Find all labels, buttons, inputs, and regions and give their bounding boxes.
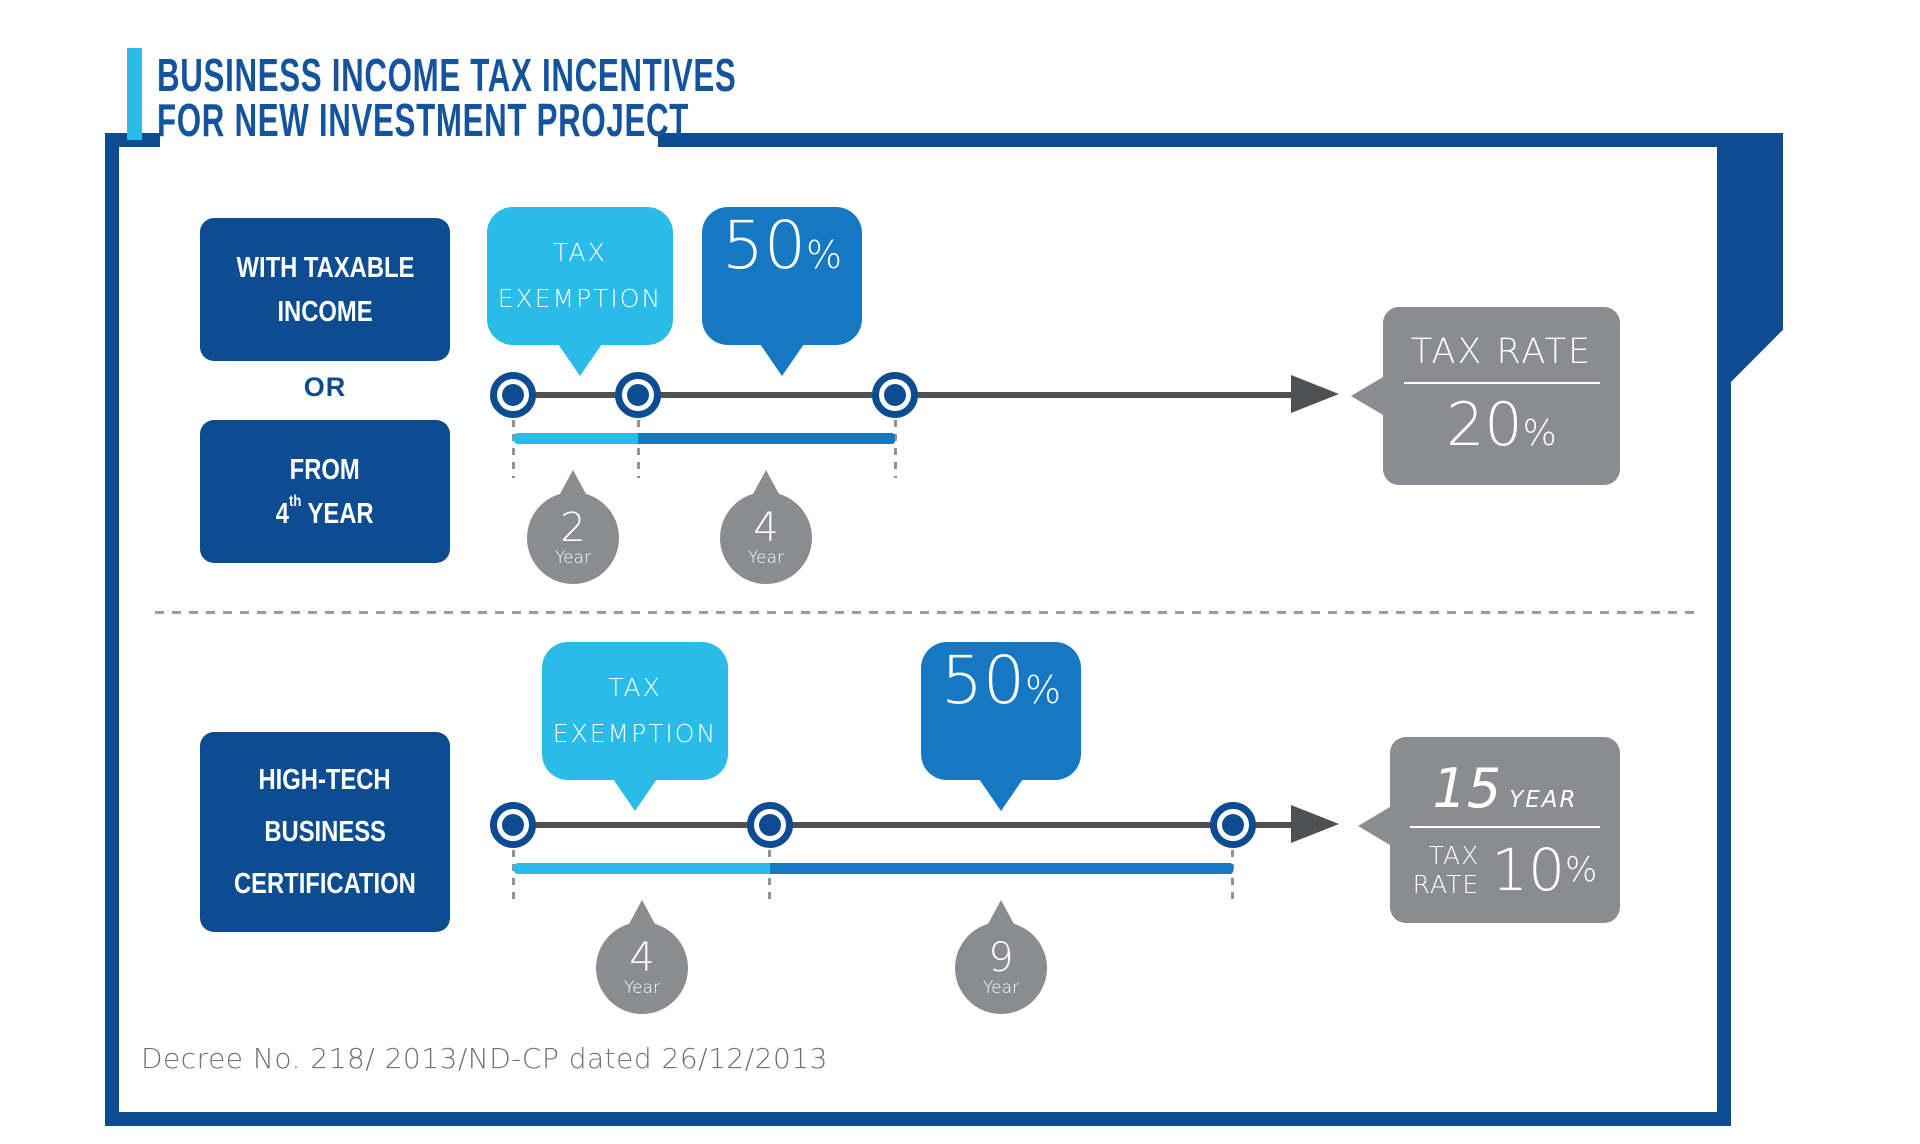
frame-corner-ribbon — [1731, 133, 1783, 382]
bubble-tail — [760, 344, 804, 376]
condition-box-high-tech: HIGH-TECH BUSINESS CERTIFICATION — [200, 732, 450, 932]
timeline-marker — [490, 802, 536, 848]
marker-dot — [502, 384, 524, 406]
source-footnote: Decree No. 218/ 2013/ND-CP dated 26/12/2… — [141, 1042, 828, 1075]
tax-exemption-bubble: TAX EXEMPTION — [487, 207, 673, 345]
page-title: BUSINESS INCOME TAX INCENTIVES FOR NEW I… — [157, 49, 1009, 146]
dashed-guide — [637, 420, 640, 478]
timeline-arrowhead — [1291, 375, 1339, 413]
marker-dot — [502, 814, 524, 836]
percent-sign: % — [805, 233, 843, 277]
frame-top-border — [658, 133, 1731, 147]
milestone-balloon: 9 Year — [955, 922, 1047, 1014]
milestone-unit: Year — [748, 548, 784, 568]
result-value: 20 — [1446, 390, 1523, 460]
milestone-unit: Year — [983, 978, 1019, 998]
timeline-marker — [872, 372, 918, 418]
condition-box-taxable-income: WITH TAXABLE INCOME — [200, 218, 450, 361]
milestone-balloon: 2 Year — [527, 492, 619, 584]
result-label: TAX RATE — [1410, 332, 1593, 372]
tax-rate-result-box: 15 YEAR TAX RATE 10 % — [1390, 737, 1620, 923]
bubble-text: EXEMPTION — [552, 719, 718, 748]
frame-left-border — [105, 133, 119, 1126]
title-line-1: BUSINESS INCOME TAX INCENTIVES — [157, 49, 737, 101]
milestone-value: 4 — [629, 935, 655, 981]
exemption-period-bar — [513, 433, 638, 444]
section-divider — [155, 611, 1700, 614]
balloon-tail — [753, 470, 779, 494]
marker-dot — [1222, 814, 1244, 836]
timeline-arrowhead — [1291, 805, 1339, 843]
result-divider — [1403, 382, 1600, 384]
fifty-percent-bubble: 50 % — [702, 207, 862, 345]
bubble-tail — [979, 779, 1023, 811]
percent-sign: % — [1024, 668, 1062, 712]
tax-exemption-bubble: TAX EXEMPTION — [542, 642, 728, 780]
percent-sign: % — [1565, 849, 1598, 890]
reduction-value: 50 — [940, 642, 1025, 719]
marker-dot — [884, 384, 906, 406]
condition-text: BUSINESS — [264, 816, 386, 848]
result-tail — [1351, 377, 1383, 415]
result-divider — [1410, 825, 1600, 828]
bubble-tail — [613, 779, 657, 811]
condition-text: 4th YEAR — [276, 492, 374, 530]
milestone-value: 2 — [560, 505, 586, 551]
frame-bottom-border — [105, 1112, 1731, 1126]
condition-box-from-4th-year: FROM 4th YEAR — [200, 420, 450, 563]
bubble-text: EXEMPTION — [497, 284, 663, 313]
marker-dot — [759, 814, 781, 836]
condition-text: HIGH-TECH — [258, 764, 392, 796]
tax-rate-result-box: TAX RATE 20 % — [1383, 307, 1620, 485]
exemption-period-bar — [513, 863, 770, 874]
bubble-tail — [558, 344, 602, 376]
dashed-guide — [1231, 850, 1234, 906]
timeline-marker — [747, 802, 793, 848]
balloon-tail — [988, 900, 1014, 924]
result-value-row: TAX RATE 10 % — [1413, 836, 1598, 904]
timeline-marker — [490, 372, 536, 418]
timeline-marker — [1210, 802, 1256, 848]
or-label: OR — [303, 372, 347, 402]
dashed-guide — [894, 420, 897, 478]
dashed-guide — [512, 850, 515, 906]
result-tail — [1358, 807, 1390, 845]
dashed-guide — [768, 850, 771, 906]
milestone-value: 9 — [988, 935, 1014, 981]
milestone-unit: Year — [624, 978, 660, 998]
condition-text: WITH TAXABLE — [236, 251, 414, 284]
milestone-unit: Year — [555, 548, 591, 568]
bubble-text: TAX — [608, 673, 662, 702]
bubble-text: TAX — [553, 238, 607, 267]
timeline-marker — [615, 372, 661, 418]
duration-unit: YEAR — [1509, 786, 1578, 813]
reduction-value: 50 — [721, 207, 806, 284]
reduction-period-bar — [770, 863, 1233, 874]
balloon-tail — [560, 470, 586, 494]
title-accent-bar — [127, 48, 142, 140]
condition-text: CERTIFICATION — [234, 868, 416, 900]
condition-text: FROM — [289, 453, 361, 486]
result-label: TAX RATE — [1412, 840, 1480, 899]
result-value: 10 — [1491, 835, 1566, 904]
milestone-value: 4 — [753, 505, 779, 551]
timeline-line — [513, 822, 1291, 828]
duration-value: 15 — [1432, 756, 1502, 820]
dashed-guide — [512, 420, 515, 478]
title-line-2: FOR NEW INVESTMENT PROJECT — [157, 94, 690, 146]
balloon-tail — [629, 900, 655, 924]
milestone-balloon: 4 Year — [720, 492, 812, 584]
fifty-percent-bubble: 50 % — [921, 642, 1081, 780]
milestone-balloon: 4 Year — [596, 922, 688, 1014]
frame-right-border — [1717, 133, 1731, 1126]
percent-sign: % — [1522, 413, 1557, 454]
result-duration-row: 15 YEAR — [1432, 757, 1577, 820]
condition-text: INCOME — [277, 295, 373, 328]
result-value-row: 20 % — [1446, 390, 1557, 460]
reduction-period-bar — [638, 433, 895, 444]
marker-dot — [627, 384, 649, 406]
